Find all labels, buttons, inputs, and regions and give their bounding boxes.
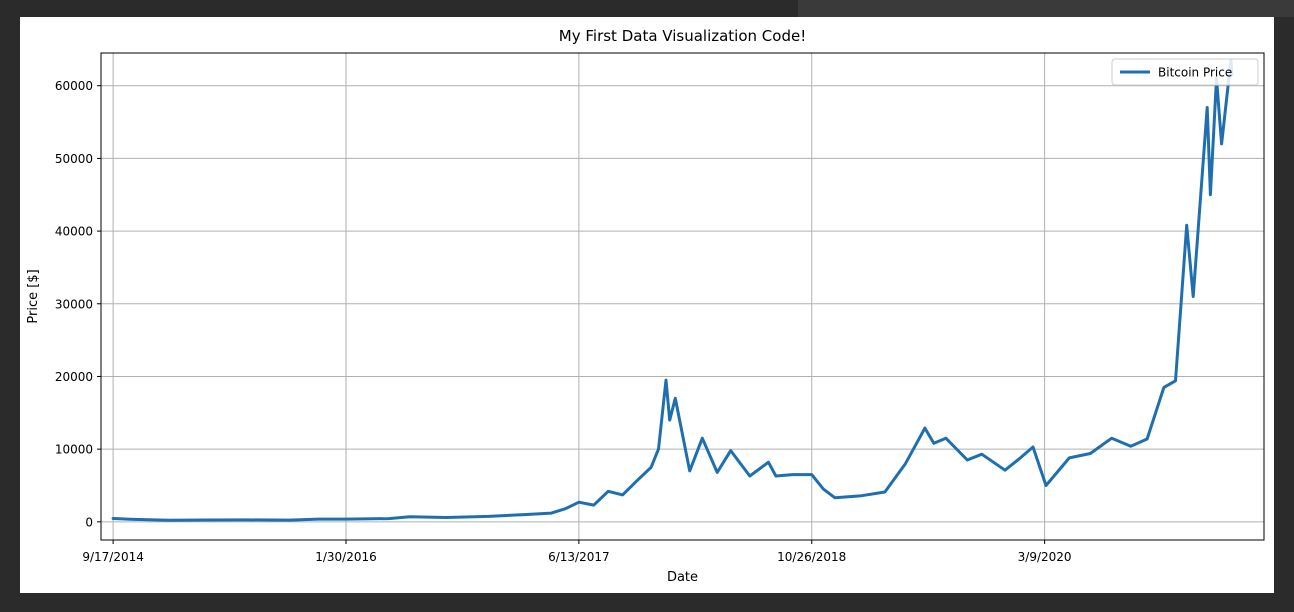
y-tick-label: 60000 — [55, 79, 93, 93]
x-tick-label: 3/9/2020 — [1018, 550, 1072, 564]
x-axis-label: Date — [667, 570, 698, 585]
axis-ticks: 0 10000 20000 30000 40000 50000 60000 9/17/2014… — [55, 79, 1072, 564]
grid-lines — [101, 53, 1264, 540]
y-axis-label: Price [$] — [26, 269, 41, 323]
y-tick-label: 10000 — [55, 443, 93, 457]
y-tick-label: 30000 — [55, 297, 93, 311]
x-tick-label: 9/17/2014 — [82, 550, 144, 564]
x-tick-label: 6/13/2017 — [548, 550, 610, 564]
y-tick-label: 0 — [85, 515, 93, 529]
legend-label: Bitcoin Price — [1158, 66, 1232, 80]
plot-frame — [100, 52, 1265, 541]
line-chart: 0 10000 20000 30000 40000 50000 60000 9/17/2014… — [26, 27, 1265, 585]
legend-box — [1111, 58, 1259, 86]
chart-figure: 0 10000 20000 30000 40000 50000 60000 9/17/2014… — [20, 17, 1274, 593]
x-tick-label: 1/30/2016 — [315, 550, 377, 564]
right-dark-margin — [1274, 17, 1294, 593]
legend: Bitcoin Price — [1111, 58, 1259, 86]
top-dark-strip — [0, 0, 798, 17]
y-tick-label: 20000 — [55, 370, 93, 384]
series-line — [111, 58, 1234, 522]
chart-title: My First Data Visualization Code! — [559, 27, 806, 45]
x-tick-label: 10/26/2018 — [777, 550, 846, 564]
y-tick-label: 40000 — [55, 225, 93, 239]
top-toolbar-strip — [798, 0, 1294, 18]
series-layer — [111, 58, 1234, 522]
bottom-dark-margin — [0, 593, 1294, 612]
y-tick-label: 50000 — [55, 152, 93, 166]
